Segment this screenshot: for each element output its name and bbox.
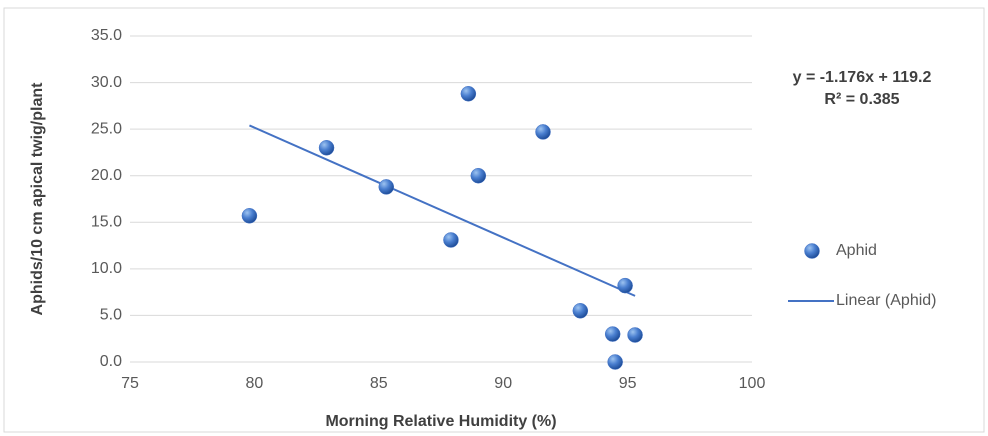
- data-point: [617, 277, 633, 294]
- y-tick-label: 0.0: [100, 353, 122, 370]
- y-tick-label: 30.0: [91, 74, 122, 91]
- data-point: [443, 232, 459, 248]
- x-tick-label: 90: [494, 375, 512, 392]
- x-tick-label: 85: [370, 375, 388, 392]
- x-tick-label: 95: [619, 375, 637, 392]
- data-point: [627, 327, 643, 343]
- data-point: [604, 326, 621, 342]
- chart-frame: [3, 7, 985, 433]
- y-tick-label: 10.0: [91, 260, 122, 277]
- legend-label: Aphid: [836, 242, 877, 259]
- x-tick-label: 75: [121, 375, 139, 392]
- x-tick-label: 80: [246, 375, 264, 392]
- x-axis-label: Morning Relative Humidity (%): [325, 413, 556, 430]
- data-point: [241, 208, 258, 224]
- y-tick-label: 15.0: [91, 214, 122, 231]
- y-tick-label: 25.0: [91, 120, 122, 137]
- data-point: [378, 179, 395, 195]
- y-axis-label: Aphids/10 cm apical twig/plant: [29, 82, 46, 316]
- data-point: [470, 167, 487, 184]
- x-tick-label: 100: [739, 375, 766, 392]
- legend-label: Linear (Aphid): [836, 292, 937, 309]
- legend-marker: [804, 243, 820, 259]
- data-point: [460, 85, 477, 102]
- data-point: [572, 303, 589, 319]
- data-point: [535, 124, 551, 140]
- y-tick-label: 35.0: [91, 27, 122, 44]
- data-point: [318, 140, 335, 156]
- trend-equation: y = -1.176x + 119.2: [793, 69, 932, 86]
- trend-line: [249, 124, 636, 297]
- r-squared: R² = 0.385: [824, 91, 899, 108]
- y-tick-label: 20.0: [91, 167, 122, 184]
- y-tick-label: 5.0: [100, 307, 122, 324]
- data-point: [607, 354, 623, 370]
